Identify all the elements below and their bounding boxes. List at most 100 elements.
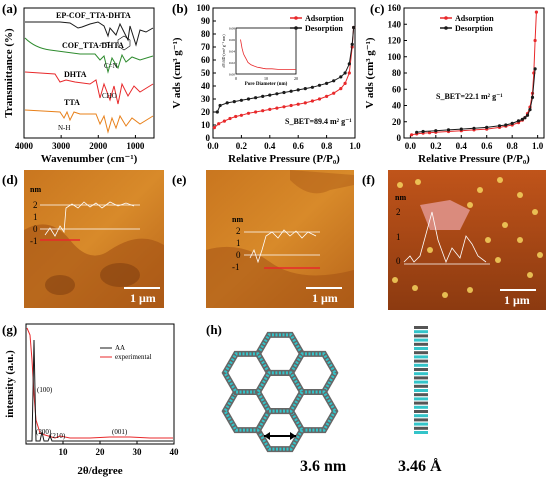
- x-ticks-a: 4000 3000 2000 1000: [15, 135, 145, 151]
- panel-g: (g) 10 20 30 40 AA experimental (100) (200)…: [2, 322, 179, 477]
- layer-21: [414, 414, 428, 418]
- y-tick-label-c-3: 60: [392, 84, 402, 94]
- layer-24: [414, 426, 428, 430]
- particle-14: [392, 277, 398, 283]
- inset-series: [240, 39, 296, 70]
- inset-ytick-3: 0.06: [229, 38, 235, 42]
- point-b-0-11: [282, 105, 286, 109]
- y-tick-label-b-7: 70: [201, 42, 211, 52]
- point-c-1-3: [525, 113, 530, 117]
- panel-b: (b) 0.0 0.2 0.4 0.6 0.8 1.0 0 10 20 30 40 50 60 70 80 9…: [171, 1, 361, 165]
- inset-ylabel: dV/dD (cm³ g⁻¹ nm): [221, 34, 226, 68]
- layer-11: [414, 372, 428, 376]
- legend-ads-c: Adsorption: [455, 14, 494, 23]
- afm-ytick-f-1: 1: [396, 232, 401, 242]
- point-c-0-3: [427, 131, 432, 135]
- afm-ytick-e-2: 0: [236, 250, 241, 260]
- plot-frame-g: [25, 323, 175, 445]
- x-tick-label-g-3: 40: [170, 447, 180, 457]
- legend-ep-cof: EP-COF_TTA-DHTA: [56, 11, 131, 20]
- interlayer-label: 3.46 Å: [398, 457, 442, 475]
- x-axis-label-g: 2θ/degree: [77, 465, 122, 477]
- legend-des-c: Desorption: [455, 24, 493, 33]
- y-tick-label-b-4: 40: [201, 81, 211, 91]
- panel-label-a: (a): [2, 1, 17, 16]
- y-tick-label-c-5: 100: [388, 52, 402, 62]
- inset-xlabel: Pore Diameter (nm): [245, 82, 288, 87]
- afm-ytick-d-3: -1: [30, 236, 38, 246]
- layer-9: [414, 363, 428, 367]
- y-tick-label-c-7: 140: [388, 19, 402, 29]
- scale-label-f: 1 μm: [504, 293, 530, 307]
- point-b-1-6: [325, 81, 329, 85]
- point-b-1-10: [296, 88, 300, 92]
- x-tick-label-g-0: 10: [59, 447, 69, 457]
- sbet-b: S_BET=89.4 m² g⁻¹: [285, 117, 352, 126]
- afm-ytick-e-3: -1: [232, 262, 240, 272]
- y-tick-label-c-0: 0: [397, 133, 402, 143]
- point-c-1-7: [510, 121, 514, 125]
- series-cof: [24, 37, 154, 74]
- x-ticks-g: 10 20 30 40: [59, 441, 180, 457]
- x-tick-label-b-3: 0.6: [293, 141, 305, 151]
- legend-dhta: DHTA: [64, 70, 87, 79]
- legend-des-b: Desorption: [305, 24, 343, 33]
- particle-5: [532, 209, 538, 215]
- inset-ytick-1: 0.02: [229, 61, 235, 65]
- point-c-1-12: [459, 127, 463, 131]
- point-b-0-9: [268, 107, 272, 111]
- annot-nh: N-H: [58, 124, 70, 132]
- layer-1: [414, 330, 428, 334]
- x-axis-label-a: Wavenumber (cm⁻¹): [41, 153, 138, 165]
- particle-17: [427, 247, 433, 253]
- layer-17: [414, 397, 428, 401]
- point-c-1-2: [528, 108, 532, 112]
- inset-xtick-0: 0: [235, 76, 237, 81]
- layer-15: [414, 389, 428, 392]
- point-b-0-0: [212, 126, 216, 130]
- annot-cho: CHO: [102, 92, 117, 100]
- panel-label-f: (f): [362, 172, 375, 187]
- point-b-0-7: [254, 110, 258, 114]
- series-c: [410, 10, 539, 137]
- panel-label-g: (g): [2, 322, 17, 337]
- point-c-1-8: [504, 123, 508, 127]
- x-tick-label-c-1: 0.2: [430, 141, 442, 151]
- point-c-0-19: [533, 38, 537, 43]
- point-b-1-18: [239, 98, 243, 102]
- particle-15: [467, 202, 473, 208]
- x-tick-label-a-0: 4000: [15, 141, 34, 151]
- particle-10: [527, 272, 533, 278]
- layer-10: [414, 368, 428, 371]
- point-c-1-5: [520, 117, 525, 121]
- afm-unit-f: nm: [395, 193, 406, 202]
- point-b-0-21: [347, 71, 351, 75]
- point-b-1-8: [310, 85, 314, 89]
- afm-hole-d2: [45, 275, 75, 295]
- ticks-c: 0.0 0.2 0.4 0.6 0.8 1.0 0 20 40 60 80 100 120 140 160: [388, 3, 544, 151]
- point-b-1-13: [275, 92, 279, 96]
- cof-honeycomb: [221, 331, 339, 453]
- point-c-0-0: [410, 133, 414, 137]
- x-tick-label-a-3: 1000: [126, 141, 145, 151]
- x-axis-label-b: Relative Pressure (P/P₀): [228, 153, 340, 165]
- afm-unit-e: nm: [232, 215, 243, 224]
- panel-h: (h) 3.6 nm 3.46 Å: [206, 322, 442, 475]
- legend-ads-b: Adsorption: [305, 14, 344, 23]
- point-c-1-4: [523, 116, 527, 120]
- legend-marker-ads-b: [294, 16, 298, 20]
- hex-atoms-2: [289, 390, 337, 432]
- panel-f: (f) nm 2 1 0 1 μm: [362, 170, 546, 310]
- layer-18: [414, 401, 428, 405]
- y-tick-label-c-4: 80: [392, 68, 402, 78]
- series-dhta: [24, 71, 154, 105]
- point-c-1-10: [485, 125, 489, 129]
- layer-6: [414, 351, 428, 355]
- x-tick-label-g-1: 20: [96, 447, 106, 457]
- x-tick-label-c-0: 0.0: [405, 141, 417, 151]
- layer-8: [414, 359, 428, 363]
- legend-tta: TTA: [64, 98, 80, 107]
- panel-a: (a) 4000 3000 2000 1000 Wavenumber (cm⁻¹) T…: [2, 1, 155, 165]
- layer-5: [414, 347, 428, 350]
- point-b-0-18: [332, 91, 336, 95]
